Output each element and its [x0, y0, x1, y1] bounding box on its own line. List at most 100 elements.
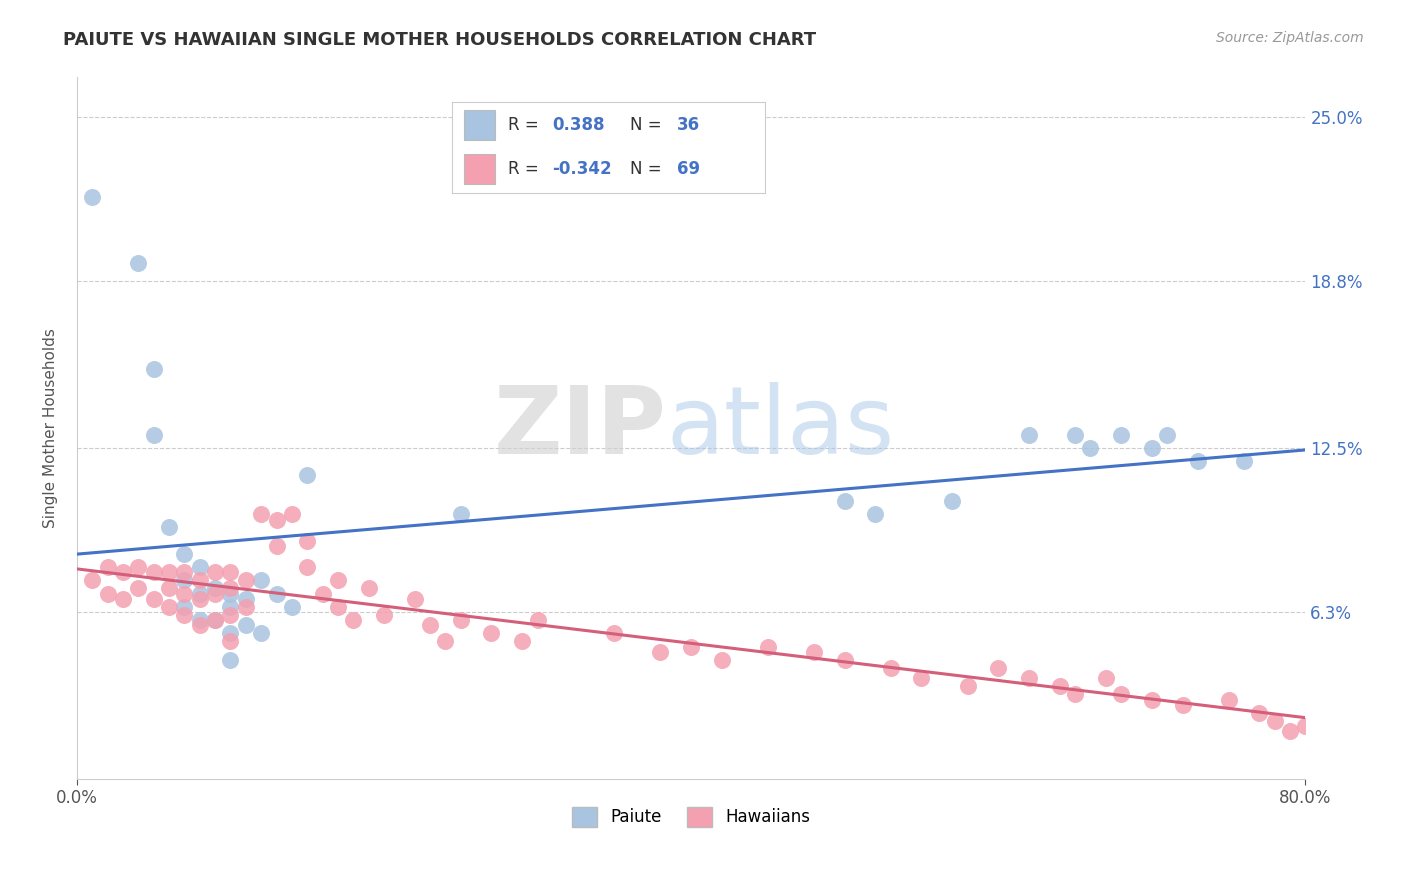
Point [219, 634, 242, 648]
Text: PAIUTE VS HAWAIIAN SINGLE MOTHER HOUSEHOLDS CORRELATION CHART: PAIUTE VS HAWAIIAN SINGLE MOTHER HOUSEHO… [63, 31, 817, 49]
Point [157, 599, 180, 614]
Point [1264, 714, 1286, 728]
Point [97, 586, 120, 600]
Point [1140, 441, 1163, 455]
Point [880, 661, 903, 675]
Point [142, 427, 165, 442]
Point [219, 626, 242, 640]
Point [219, 599, 242, 614]
Point [1249, 706, 1271, 720]
Point [188, 574, 211, 588]
Point [188, 560, 211, 574]
Point [603, 626, 626, 640]
Point [481, 626, 503, 640]
Point [111, 566, 134, 580]
Point [157, 520, 180, 534]
Point [756, 640, 779, 654]
Point [1218, 692, 1240, 706]
Point [235, 591, 257, 606]
Point [250, 626, 273, 640]
Text: atlas: atlas [666, 382, 894, 475]
Point [281, 599, 304, 614]
Point [1109, 427, 1132, 442]
Point [188, 618, 211, 632]
Point [188, 586, 211, 600]
Point [1233, 454, 1256, 468]
Point [297, 560, 319, 574]
Text: ZIP: ZIP [494, 382, 666, 475]
Point [710, 653, 733, 667]
Legend: Paiute, Hawaiians: Paiute, Hawaiians [565, 800, 817, 834]
Point [434, 634, 457, 648]
Point [1064, 687, 1087, 701]
Point [188, 591, 211, 606]
Point [297, 467, 319, 482]
Point [357, 582, 380, 596]
Point [510, 634, 533, 648]
Point [173, 574, 195, 588]
Point [450, 507, 472, 521]
Point [650, 645, 672, 659]
Point [111, 591, 134, 606]
Point [326, 574, 349, 588]
Point [173, 566, 195, 580]
Point [803, 645, 825, 659]
Point [250, 507, 273, 521]
Point [941, 494, 963, 508]
Point [297, 533, 319, 548]
Point [235, 599, 257, 614]
Point [219, 566, 242, 580]
Point [266, 539, 288, 553]
Point [326, 599, 349, 614]
Point [219, 607, 242, 622]
Point [1064, 427, 1087, 442]
Point [1049, 679, 1071, 693]
Point [173, 547, 195, 561]
Point [173, 599, 195, 614]
Point [235, 618, 257, 632]
Point [526, 613, 548, 627]
Point [311, 586, 333, 600]
Point [281, 507, 304, 521]
Point [219, 582, 242, 596]
Point [266, 512, 288, 526]
Point [1140, 692, 1163, 706]
Point [127, 256, 149, 270]
Point [173, 586, 195, 600]
Y-axis label: Single Mother Households: Single Mother Households [44, 328, 58, 528]
Point [219, 653, 242, 667]
Point [1294, 719, 1316, 733]
Point [127, 582, 149, 596]
Point [219, 586, 242, 600]
Point [1094, 671, 1116, 685]
Point [266, 586, 288, 600]
Point [173, 607, 195, 622]
Point [865, 507, 887, 521]
Point [204, 586, 226, 600]
Point [419, 618, 441, 632]
Point [142, 591, 165, 606]
Point [342, 613, 364, 627]
Point [1279, 724, 1302, 739]
Point [910, 671, 932, 685]
Point [1187, 454, 1209, 468]
Text: Source: ZipAtlas.com: Source: ZipAtlas.com [1216, 31, 1364, 45]
Point [142, 361, 165, 376]
Point [204, 582, 226, 596]
Point [82, 189, 104, 203]
Point [1171, 698, 1194, 712]
Point [1109, 687, 1132, 701]
Point [1156, 427, 1178, 442]
Point [956, 679, 979, 693]
Point [834, 653, 856, 667]
Point [373, 607, 395, 622]
Point [404, 591, 426, 606]
Point [157, 582, 180, 596]
Point [204, 566, 226, 580]
Point [204, 613, 226, 627]
Point [250, 574, 273, 588]
Point [1018, 671, 1040, 685]
Point [142, 566, 165, 580]
Point [1080, 441, 1102, 455]
Point [450, 613, 472, 627]
